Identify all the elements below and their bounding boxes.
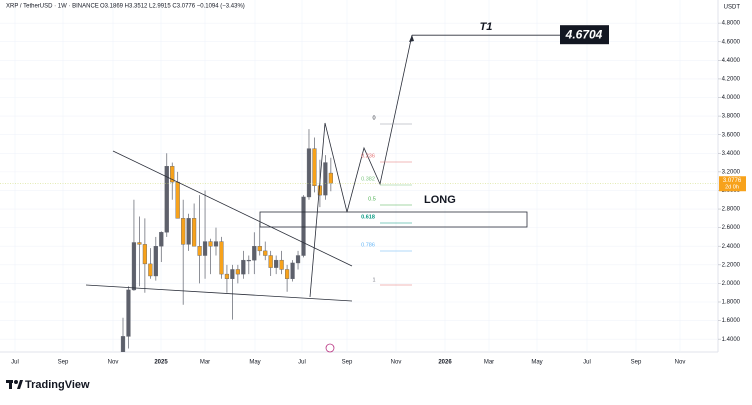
candle-body bbox=[120, 336, 126, 352]
candle-body bbox=[159, 232, 164, 247]
trendline bbox=[85, 284, 353, 302]
candle-body bbox=[181, 218, 186, 245]
candle-body bbox=[202, 241, 208, 256]
candle-body bbox=[192, 218, 197, 247]
projection-path bbox=[309, 34, 413, 298]
candle-body bbox=[175, 181, 180, 219]
x-tick-label: 2025 bbox=[154, 360, 168, 366]
x-tick-label: Mar bbox=[200, 360, 210, 366]
candle-body bbox=[148, 263, 153, 277]
x-tick-label: Sep bbox=[58, 360, 69, 366]
x-tick-label: Jul bbox=[298, 360, 306, 366]
candle-body bbox=[241, 259, 246, 275]
x-tick-label: Sep bbox=[631, 360, 642, 366]
x-tick-label: 2026 bbox=[438, 360, 452, 366]
candle-body bbox=[263, 250, 268, 256]
fib-label: 0 bbox=[372, 115, 375, 121]
candle-body bbox=[137, 242, 142, 245]
candle-body bbox=[252, 246, 257, 261]
fib-label: 0.786 bbox=[361, 242, 375, 248]
entry-box bbox=[259, 211, 528, 228]
last-price-label: 3.0776 bbox=[723, 178, 742, 184]
candle-body bbox=[290, 262, 295, 279]
candle-body bbox=[274, 259, 279, 268]
y-tick-label: 4.6000 bbox=[722, 39, 741, 45]
y-tick-label: 1.4000 bbox=[722, 337, 741, 343]
y-tick-label: 3.2000 bbox=[722, 169, 741, 175]
drawings: 0 0.236 0.382 0.5 0.618 0.786 1 LONG T1 bbox=[85, 21, 528, 353]
trendline bbox=[112, 150, 353, 267]
candle-body bbox=[219, 241, 224, 275]
candle-body bbox=[257, 246, 262, 252]
candle-body bbox=[323, 162, 328, 196]
candle-body bbox=[306, 148, 312, 198]
target-label: 4.6704 bbox=[565, 27, 603, 41]
y-tick-label: 1.8000 bbox=[722, 300, 741, 306]
y-tick-label: 2.0000 bbox=[722, 281, 741, 287]
x-tick-label: Nov bbox=[108, 360, 119, 366]
logo: TradingView bbox=[6, 379, 90, 391]
y-tick-label: 1.6000 bbox=[722, 318, 741, 324]
candle-body bbox=[312, 148, 317, 187]
x-tick-label: May bbox=[249, 360, 260, 366]
candle-body bbox=[142, 244, 147, 265]
y-tick-label: 3.4000 bbox=[722, 151, 741, 157]
candle-body bbox=[131, 242, 137, 291]
candle-body bbox=[208, 241, 213, 247]
countdown-label: 2d 0h bbox=[725, 185, 739, 191]
candle-body bbox=[186, 218, 191, 245]
candle-body bbox=[197, 246, 202, 256]
entry-label: LONG bbox=[424, 194, 456, 206]
candle-body bbox=[285, 269, 290, 279]
candle-body bbox=[235, 269, 240, 275]
candle-body bbox=[230, 269, 235, 279]
fib-label: 0.236 bbox=[361, 153, 375, 159]
brand: TradingView bbox=[25, 379, 90, 391]
last-price-tag bbox=[719, 176, 746, 192]
candle-body bbox=[301, 196, 306, 256]
y-tick-label: 2.6000 bbox=[722, 225, 741, 231]
y-tick-label: 4.2000 bbox=[722, 76, 741, 82]
x-tick-label: Nov bbox=[391, 360, 402, 366]
y-tick-label: 3.6000 bbox=[722, 132, 741, 138]
candle-body bbox=[328, 172, 333, 184]
fib-label: 0.618 bbox=[361, 214, 375, 220]
x-tick-label: May bbox=[531, 360, 542, 366]
candle-body bbox=[268, 255, 273, 268]
y-tick-label: 4.8000 bbox=[722, 21, 741, 27]
candle-body bbox=[246, 259, 251, 262]
fib-label: 1 bbox=[372, 277, 375, 283]
event-icon bbox=[325, 343, 335, 353]
candle-body bbox=[153, 246, 158, 277]
symbol-header: XRP / TetherUSD · 1W · BINANCE bbox=[6, 4, 99, 10]
fib-label: 0.5 bbox=[368, 196, 376, 202]
y-tick-label: 2.2000 bbox=[722, 262, 741, 268]
currency-label: USDT bbox=[724, 5, 741, 11]
x-tick-label: Sep bbox=[342, 360, 353, 366]
target-name: T1 bbox=[480, 21, 493, 33]
candle-body bbox=[170, 166, 175, 183]
x-tick-label: Jul bbox=[583, 360, 591, 366]
candle-body bbox=[279, 259, 284, 270]
ohlc-header: O3.1869 H3.3512 L2.9915 C3.0776 −0.1094 … bbox=[100, 4, 245, 10]
candle-body bbox=[224, 273, 230, 279]
arrow-head bbox=[409, 35, 414, 42]
y-tick-label: 2.4000 bbox=[722, 244, 741, 250]
x-tick-label: Mar bbox=[484, 360, 494, 366]
candle-body bbox=[295, 255, 301, 264]
x-tick-label: Nov bbox=[675, 360, 686, 366]
fib-label: 0.382 bbox=[361, 176, 375, 182]
y-tick-label: 3.8000 bbox=[722, 114, 741, 120]
candle-body bbox=[164, 166, 169, 233]
x-tick-label: Jul bbox=[11, 360, 19, 366]
y-tick-label: 2.8000 bbox=[722, 207, 741, 213]
candle-body bbox=[213, 241, 219, 247]
candle-body bbox=[126, 289, 131, 337]
y-tick-label: 4.0000 bbox=[722, 95, 741, 101]
target-box bbox=[560, 25, 609, 45]
y-tick-label: 4.4000 bbox=[722, 58, 741, 64]
